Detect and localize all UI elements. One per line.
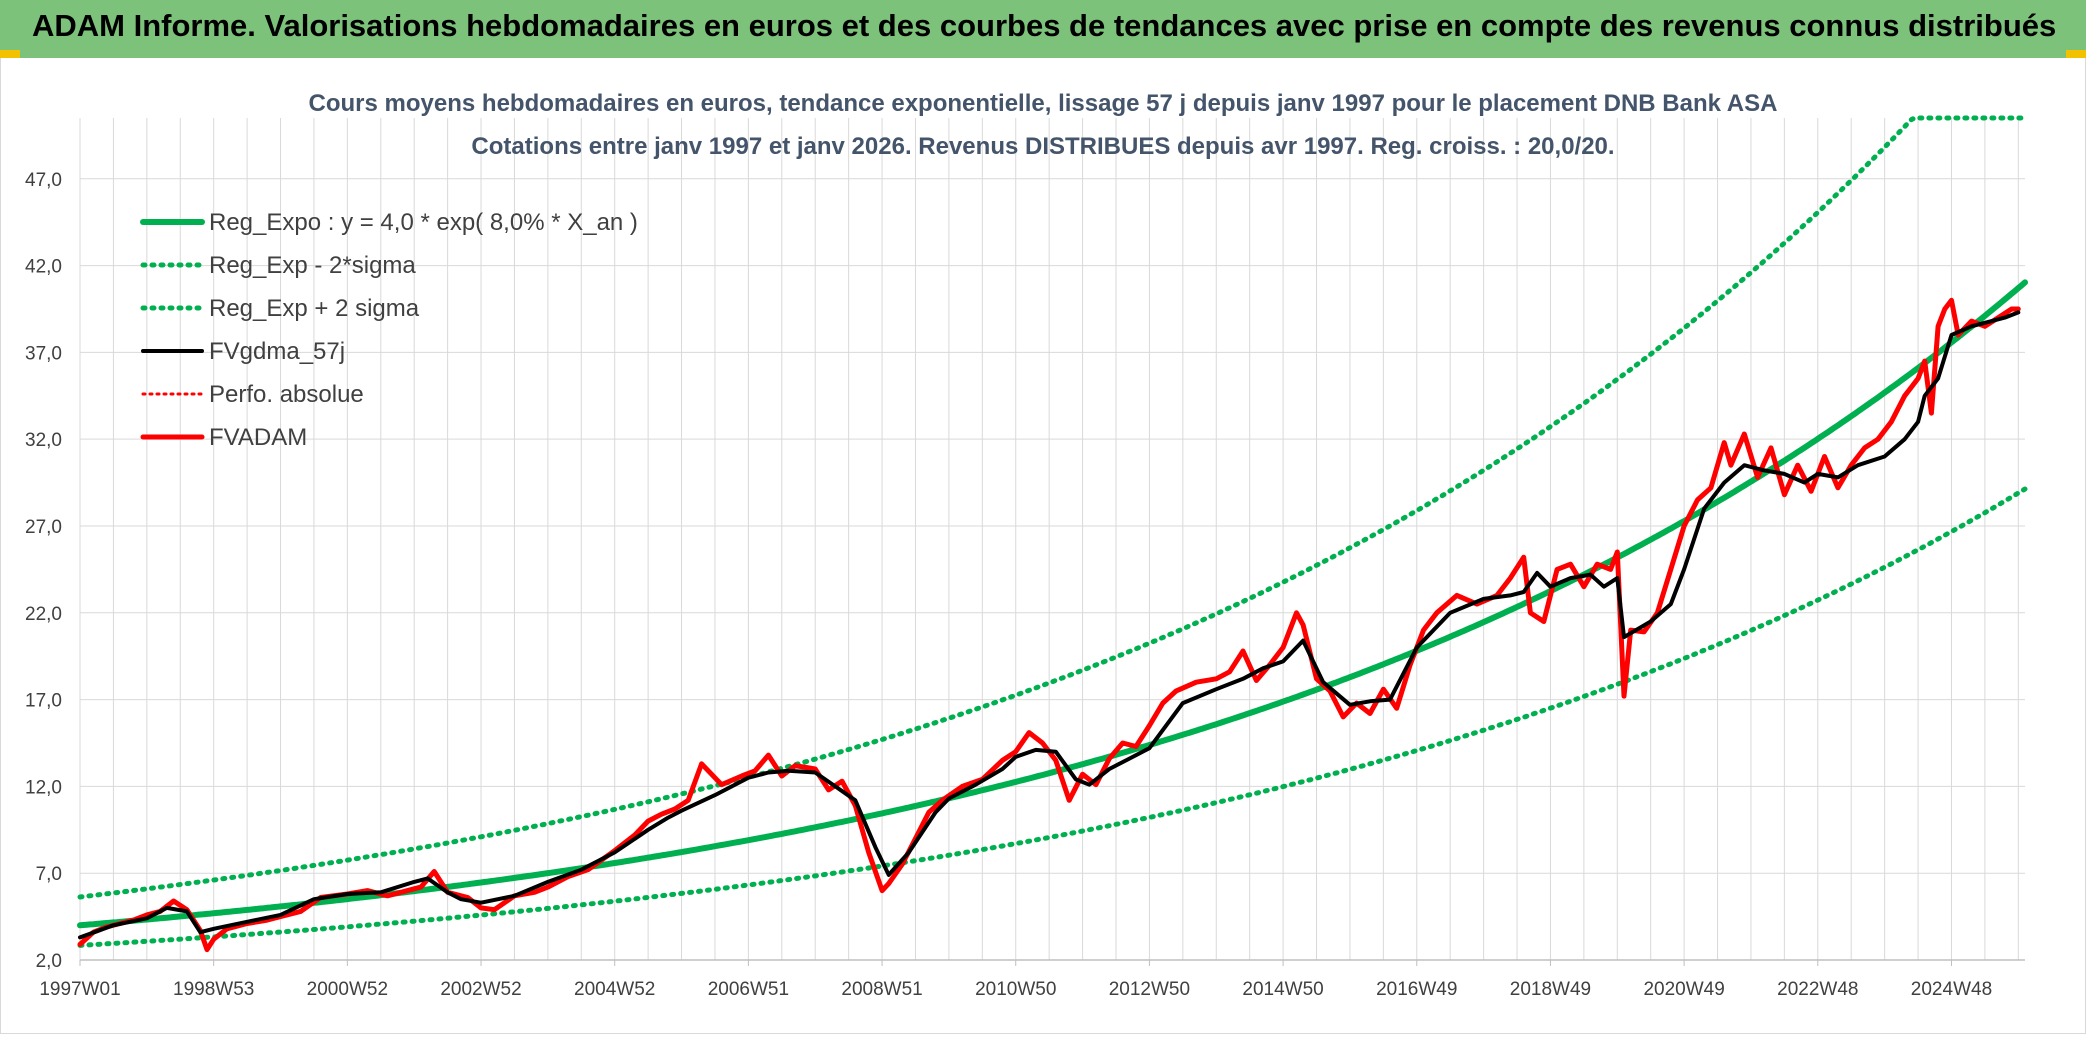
x-tick-label: 2016W49 <box>1376 979 1457 1000</box>
y-tick-label: 17,0 <box>25 691 62 712</box>
x-tick-label: 1998W53 <box>173 979 254 1000</box>
y-tick-label: 2,0 <box>36 951 62 972</box>
y-tick-label: 32,0 <box>25 430 62 451</box>
legend-label-3: FVgdma_57j <box>209 338 345 365</box>
chart-title: Cours moyens hebdomadaires en euros, ten… <box>309 90 1778 117</box>
x-tick-label: 2002W52 <box>440 979 521 1000</box>
x-tick-label: 2022W48 <box>1777 979 1858 1000</box>
banner-corner-left <box>0 50 20 58</box>
chart-series <box>77 115 2028 953</box>
y-tick-label: 7,0 <box>36 864 62 885</box>
x-tick-label: 2014W50 <box>1242 979 1323 1000</box>
y-tick-label: 42,0 <box>25 257 62 278</box>
legend-label-4: Perfo. absolue <box>209 381 364 408</box>
x-tick-label: 2024W48 <box>1911 979 1992 1000</box>
chart-grid <box>79 118 2025 961</box>
banner-corner-right <box>2066 50 2086 58</box>
x-tick-label: 1997W01 <box>39 979 120 1000</box>
legend-label-1: Reg_Exp - 2*sigma <box>209 252 416 279</box>
series-line-2 <box>77 115 2028 900</box>
series-line-3 <box>78 310 2021 940</box>
x-tick-label: 2004W52 <box>574 979 655 1000</box>
y-tick-label: 22,0 <box>25 604 62 625</box>
chart-subtitle: Cotations entre janv 1997 et janv 2026. … <box>471 133 1614 160</box>
x-tick-label: 2012W50 <box>1109 979 1190 1000</box>
legend-label-0: Reg_Expo : y = 4,0 * exp( 8,0% * X_an ) <box>209 209 638 236</box>
legend-label-2: Reg_Exp + 2 sigma <box>209 295 420 322</box>
x-tick-label: 2008W51 <box>841 979 922 1000</box>
chart-legend: Reg_Expo : y = 4,0 * exp( 8,0% * X_an ) R… <box>140 209 638 451</box>
chart-axes: 2,0 7,0 12,0 17,0 22,0 27,0 32,0 37,0 42,0 47,0 19… <box>25 170 2025 1000</box>
y-tick-label: 37,0 <box>25 343 62 364</box>
y-tick-label: 47,0 <box>25 170 62 191</box>
x-tick-label: 2010W50 <box>975 979 1056 1000</box>
legend-label-5: FVADAM <box>209 424 307 451</box>
x-tick-label: 2018W49 <box>1510 979 1591 1000</box>
report-banner: ADAM Informe. Valorisations hebdomadaire… <box>0 0 2086 58</box>
x-tick-label: 2020W49 <box>1643 979 1724 1000</box>
y-tick-label: 27,0 <box>25 517 62 538</box>
report-title: ADAM Informe. Valorisations hebdomadaire… <box>32 8 2057 43</box>
series-line-0 <box>77 279 2028 929</box>
x-tick-label: 2000W52 <box>307 979 388 1000</box>
y-tick-label: 12,0 <box>25 777 62 798</box>
series-line-5 <box>77 297 2021 953</box>
x-tick-label: 2006W51 <box>708 979 789 1000</box>
series-line-1 <box>77 486 2028 948</box>
